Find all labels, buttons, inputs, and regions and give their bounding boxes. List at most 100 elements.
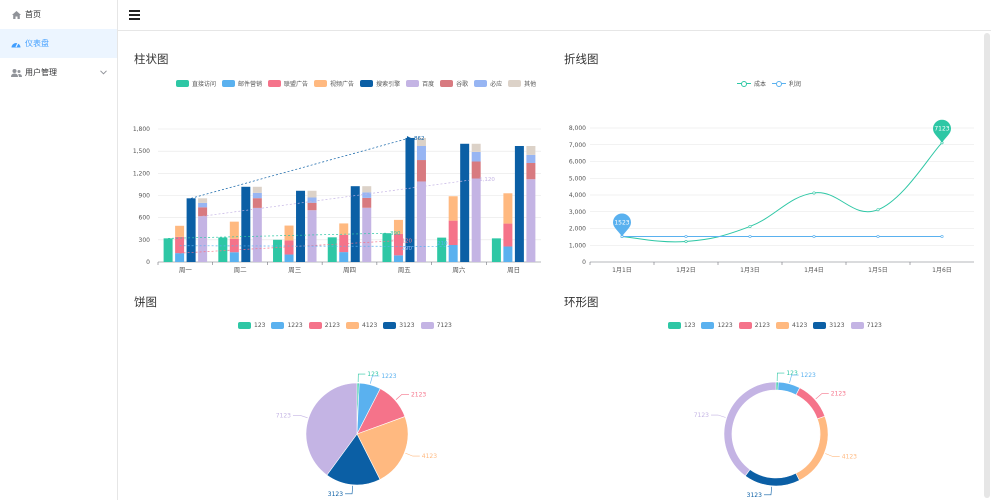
leader-line (789, 374, 799, 383)
legend-item[interactable]: 2123 (738, 322, 770, 329)
legend-item[interactable]: 联盟广告 (268, 79, 308, 88)
legend-item[interactable]: 7123 (850, 322, 882, 329)
legend-swatch (772, 80, 787, 88)
pin-icon (613, 213, 631, 237)
legend-item[interactable]: 直接访问 (176, 79, 216, 88)
bar (175, 236, 185, 254)
scrollbar[interactable] (984, 33, 990, 498)
legend-item[interactable]: 成本 (737, 79, 766, 88)
chevron-down-icon[interactable] (100, 68, 107, 77)
bar (284, 254, 294, 262)
legend-swatch (176, 80, 189, 87)
legend-item[interactable]: 邮件营销 (222, 79, 262, 88)
legend-label: 其他 (524, 81, 537, 88)
y-tick-label: 8,000 (569, 125, 586, 132)
sidebar-item-dashboard[interactable]: 仪表盘 (0, 29, 117, 58)
chart-legend[interactable]: 123 1223 2123 4123 3123 7123 (668, 322, 888, 329)
chart-legend[interactable]: 直接访问 邮件营销 联盟广告 视频广告 搜索引擎 百度 谷歌 必应 其他 (176, 79, 542, 88)
slice-label: 3123 (747, 492, 762, 499)
users-icon (10, 68, 22, 77)
slice-label: 4123 (422, 453, 437, 460)
pie-slice (723, 381, 777, 477)
y-tick-label: 1,000 (569, 242, 586, 249)
bar (175, 225, 185, 237)
legend-item[interactable]: 4123 (346, 322, 377, 329)
legend-item[interactable]: 3123 (813, 322, 845, 329)
y-tick-label: 7,000 (569, 142, 586, 149)
legend-item[interactable]: 利润 (772, 79, 801, 88)
legend-swatch (383, 322, 397, 329)
sidebar-item-user-management[interactable]: 用户管理 (0, 58, 117, 87)
bar (163, 238, 173, 262)
leader-line (395, 394, 409, 400)
bar-chart: 0 300 600 900 1,200 1,500 1,800 周一 周二 周三 周四 周五 周六 周日 8… (133, 126, 541, 274)
legend-swatch (668, 322, 681, 329)
legend-label: 3123 (829, 322, 845, 329)
bar (503, 223, 513, 247)
legend-item[interactable]: 4123 (776, 322, 807, 329)
data-point (684, 234, 688, 238)
pie-chart-panel: 饼图 123 1223 2123 4123 3123 7123 123 1223 2123 41… (134, 294, 544, 499)
legend-label: 视频广告 (330, 81, 355, 88)
bar (350, 186, 360, 262)
legend-swatch (508, 80, 522, 87)
bar (393, 255, 403, 262)
series-line (621, 142, 943, 243)
ring-chart-panel: 环形图 123 1223 2123 4123 3123 7123 123 1223 2123 4… (564, 294, 984, 499)
bar (448, 245, 458, 262)
legend-label: 1223 (717, 322, 733, 329)
bar (362, 207, 372, 262)
bar (416, 181, 426, 262)
bar (229, 252, 239, 262)
hamburger-icon[interactable] (129, 10, 140, 20)
bar (175, 253, 185, 262)
chart-legend[interactable]: 123 1223 2123 4123 3123 7123 (238, 322, 458, 329)
x-tick-label: 周二 (234, 266, 248, 274)
x-tick-label: 周三 (288, 266, 302, 274)
sidebar-item-label: 用户管理 (25, 68, 57, 77)
sidebar-item-home[interactable]: 首页 (0, 0, 117, 29)
panel-title: 折线图 (564, 52, 599, 66)
leader-line (776, 372, 785, 382)
x-tick-label: 周六 (452, 265, 466, 274)
legend-item[interactable]: 其他 (508, 79, 536, 88)
mark-line-label: 862 (414, 136, 425, 142)
legend-item[interactable]: 百度 (406, 79, 434, 88)
legend-item[interactable]: 视频广告 (314, 79, 354, 88)
legend-swatch (222, 80, 236, 87)
chart-legend[interactable]: 成本 利润 (737, 79, 807, 88)
bar (307, 190, 317, 198)
sidebar-item-label: 仪表盘 (25, 39, 49, 48)
legend-item[interactable]: 1223 (271, 322, 303, 329)
mark-line-label: 210 (437, 241, 448, 247)
x-tick-label: 1月6日 (932, 267, 952, 274)
pie-slice (356, 416, 409, 480)
data-point (812, 191, 816, 195)
legend-item[interactable]: 2123 (308, 322, 340, 329)
pie-slice (777, 381, 801, 396)
y-tick-label: 6,000 (569, 159, 586, 166)
bar (448, 196, 458, 221)
line-chart: 0 1,000 2,000 3,000 4,000 5,000 6,000 7,000 8,00… (569, 119, 974, 274)
legend-item[interactable]: 123 (238, 322, 265, 329)
y-tick-label: 1,800 (133, 126, 150, 133)
pie-chart: 123 1223 2123 4123 3123 7123 (276, 371, 438, 498)
legend-item[interactable]: 搜索引擎 (360, 79, 400, 88)
bar (526, 179, 536, 262)
y-tick-label: 1,200 (133, 170, 150, 177)
legend-item[interactable]: 必应 (474, 79, 502, 88)
legend-swatch (360, 80, 374, 87)
legend-item[interactable]: 1223 (701, 322, 733, 329)
x-tick-label: 周日 (507, 266, 520, 274)
legend-label: 4123 (792, 322, 808, 329)
slice-label: 7123 (276, 412, 291, 419)
legend-item[interactable]: 7123 (420, 322, 452, 329)
legend-item[interactable]: 谷歌 (440, 79, 468, 88)
slice-label: 123 (786, 370, 798, 377)
bar (339, 223, 349, 235)
bar (198, 202, 208, 208)
mark-point-label: 1523 (614, 219, 629, 226)
legend-item[interactable]: 123 (668, 322, 695, 329)
legend-item[interactable]: 3123 (383, 322, 415, 329)
bar (198, 216, 208, 262)
